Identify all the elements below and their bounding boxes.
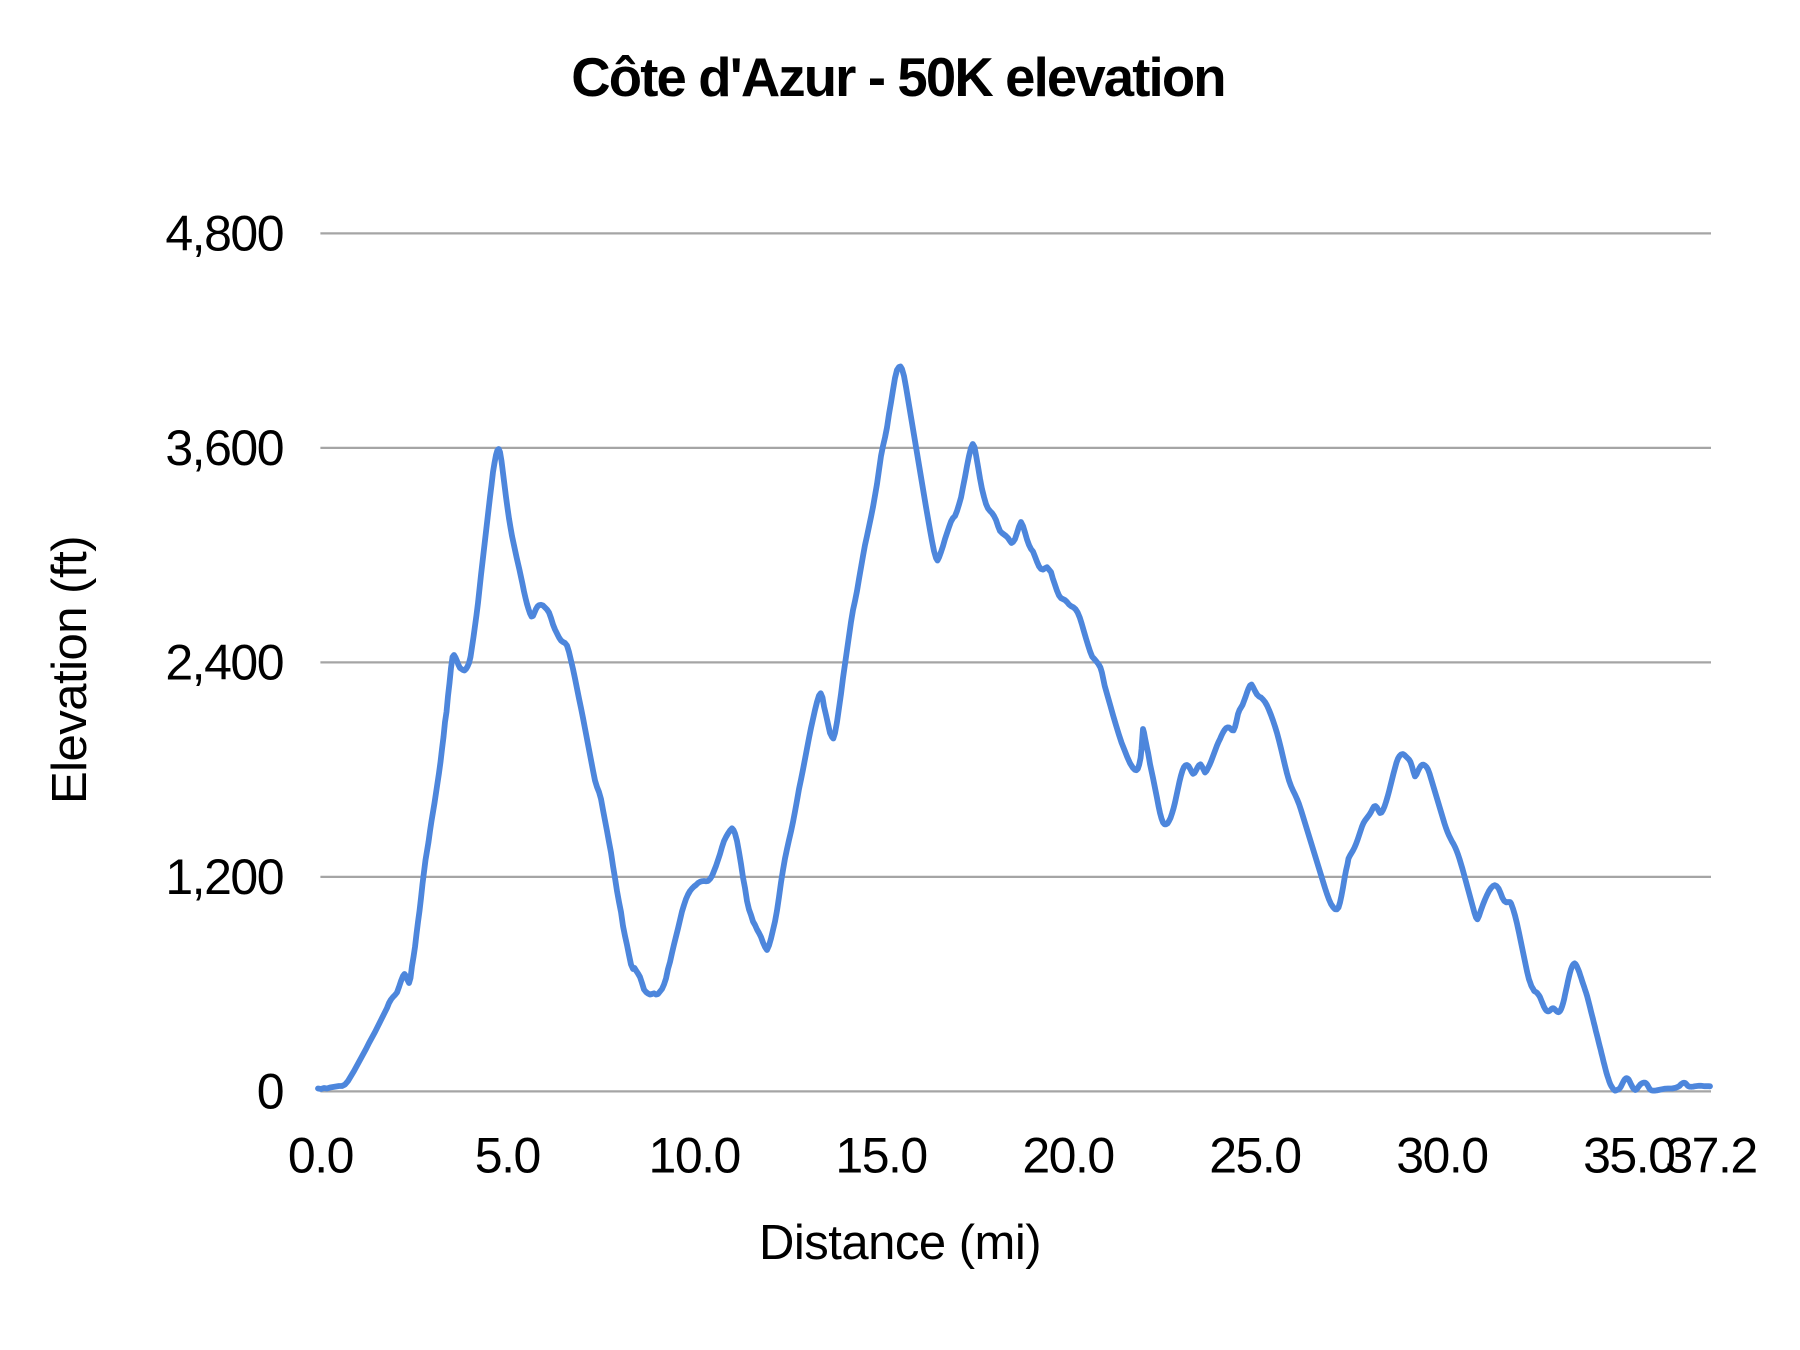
svg-text:Côte d'Azur - 50K elevation: Côte d'Azur - 50K elevation: [571, 47, 1224, 108]
svg-text:5.0: 5.0: [475, 1128, 540, 1184]
svg-text:37.2: 37.2: [1665, 1128, 1756, 1184]
svg-text:10.0: 10.0: [649, 1128, 740, 1184]
svg-text:0.0: 0.0: [288, 1128, 353, 1184]
svg-text:3,600: 3,600: [165, 420, 283, 476]
svg-text:1,200: 1,200: [165, 849, 283, 905]
svg-text:25.0: 25.0: [1209, 1128, 1300, 1184]
svg-text:35.0: 35.0: [1583, 1128, 1674, 1184]
svg-text:30.0: 30.0: [1396, 1128, 1487, 1184]
svg-text:Elevation (ft): Elevation (ft): [43, 536, 97, 804]
svg-text:20.0: 20.0: [1022, 1128, 1113, 1184]
svg-text:4,800: 4,800: [165, 205, 283, 261]
svg-text:0: 0: [257, 1063, 283, 1119]
svg-text:2,400: 2,400: [165, 634, 283, 690]
svg-text:Distance (mi): Distance (mi): [759, 1216, 1041, 1270]
svg-text:15.0: 15.0: [835, 1128, 926, 1184]
